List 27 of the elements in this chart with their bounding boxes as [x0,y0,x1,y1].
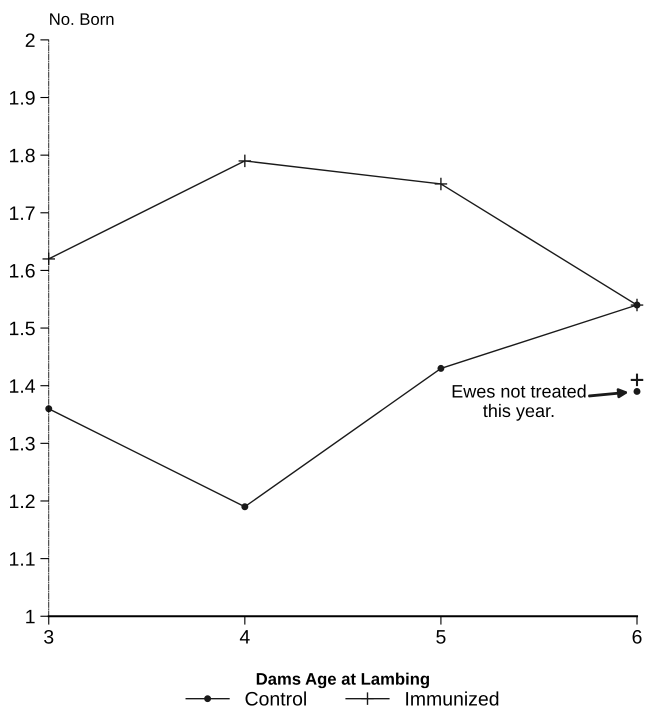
point [238,154,252,168]
point [630,372,644,388]
x-tick-label: 5 [436,630,446,644]
y-tick-label: 1.6 [10,264,35,278]
x-tick-label: 4 [240,630,250,644]
point [434,177,448,191]
y-tick-label: 1.1 [10,552,35,566]
y-tick-label: 1.2 [10,494,35,508]
point [634,388,640,395]
y-tick-label: 1.5 [10,322,35,336]
y-tick-label: 1.7 [10,206,35,220]
y-axis-title: No. Born [50,13,114,26]
y-tick-label: 1.8 [10,148,35,162]
point [437,364,444,372]
legend-label: Immunized [406,691,498,706]
x-tick-label: 6 [632,630,642,644]
x-tick-label: 3 [44,630,54,644]
point [45,405,52,412]
point [241,503,248,510]
y-tick-label: 1.3 [10,436,35,451]
x-axis-title: Dams Age at Lambing [256,672,429,688]
legend-label: Control [246,691,306,706]
y-tick-label: 1 [26,610,35,624]
y-tick-label: 1.4 [10,379,35,393]
y-tick-label: 2 [26,33,35,47]
annotation: Ewes not treated this year. [452,384,586,421]
y-tick-label: 1.9 [10,90,35,105]
